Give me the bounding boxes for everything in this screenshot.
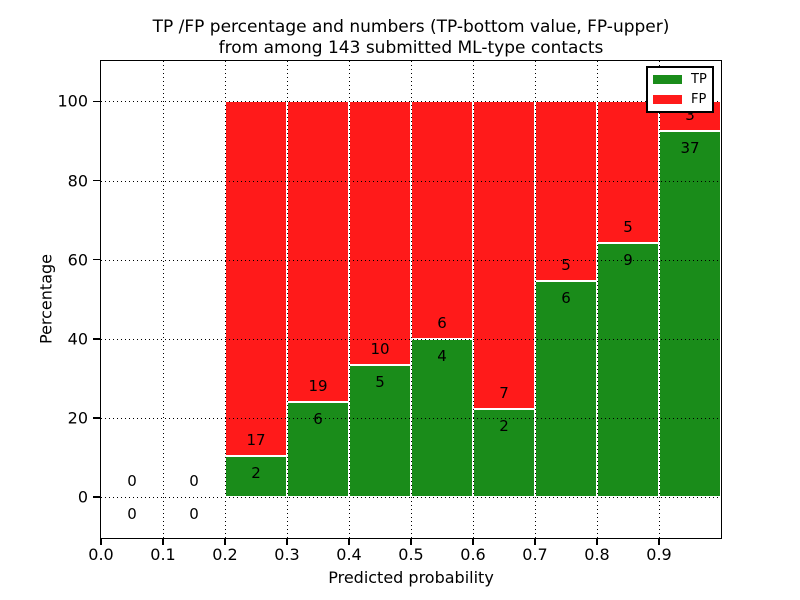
fp-count-label: 3	[685, 106, 695, 125]
y-tick-label: 100	[57, 91, 88, 111]
tp-count-label: 9	[623, 250, 633, 269]
legend-label-tp: TP	[691, 72, 707, 88]
x-tick-mark	[286, 539, 288, 545]
vertical-gridline	[473, 61, 474, 538]
tp-bar-segment	[659, 131, 721, 498]
x-tick-label: 0.3	[274, 545, 300, 564]
fp-bar-segment	[225, 101, 287, 456]
y-tick-label: 60	[67, 250, 88, 270]
y-tick-mark	[93, 338, 100, 340]
fp-count-label: 0	[127, 472, 137, 491]
x-tick-label: 0.9	[646, 545, 672, 564]
legend-label-fp: FP	[691, 91, 707, 107]
y-tick-mark	[93, 496, 100, 498]
vertical-gridline	[225, 61, 226, 538]
fp-bar-segment	[349, 101, 411, 366]
vertical-gridline	[535, 61, 536, 538]
tp-count-label: 4	[437, 346, 447, 365]
x-tick-mark	[348, 539, 350, 545]
y-tick-mark	[93, 179, 100, 182]
y-tick-label: 0	[77, 487, 88, 507]
tp-count-label: 0	[189, 505, 199, 524]
vertical-gridline	[349, 61, 350, 538]
x-tick-mark	[162, 539, 164, 545]
x-tick-label: 0.2	[212, 545, 238, 564]
x-tick-mark	[472, 539, 474, 545]
x-tick-label: 0.6	[460, 545, 486, 564]
fp-bar-segment	[597, 101, 659, 243]
tp-count-label: 0	[127, 505, 137, 524]
fp-count-label: 17	[246, 430, 266, 449]
tp-bar-segment	[597, 242, 659, 498]
fp-legend-swatch	[653, 94, 682, 104]
tp-count-label: 2	[499, 417, 509, 436]
chart-title: TP /FP percentage and numbers (TP-bottom…	[100, 17, 722, 59]
fp-bar-segment	[535, 101, 597, 282]
x-tick-mark	[224, 539, 226, 545]
fp-count-label: 10	[370, 340, 390, 359]
y-tick-mark	[93, 417, 100, 419]
fp-bar-segment	[473, 101, 535, 410]
x-tick-mark	[596, 539, 598, 545]
fp-count-label: 0	[189, 472, 199, 491]
fp-count-label: 5	[623, 217, 633, 236]
chart-title-line1: TP /FP percentage and numbers (TP-bottom…	[152, 17, 670, 37]
tp-count-label: 6	[561, 289, 571, 308]
x-tick-label: 0.7	[522, 545, 548, 564]
fp-bar-segment	[411, 101, 473, 339]
vertical-gridline	[287, 61, 288, 538]
y-tick-label: 40	[67, 329, 88, 349]
x-tick-mark	[534, 539, 536, 545]
y-tick-mark	[93, 258, 100, 261]
x-tick-label: 0.1	[150, 545, 176, 564]
legend: TP FP	[646, 66, 714, 113]
tp-bar-segment	[535, 281, 597, 498]
fp-count-label: 5	[561, 256, 571, 275]
x-tick-label: 0.4	[336, 545, 362, 564]
tp-bar-segment	[225, 455, 287, 498]
legend-item-tp: TP	[653, 73, 712, 86]
plot-area: 0 0 0 0 17 2 19 6 10 5 6 4 7 2 5 6 5 9 3 37	[100, 60, 722, 539]
chart-title-line2: from among 143 submitted ML-type contact…	[218, 38, 604, 58]
tp-count-label: 2	[251, 463, 261, 482]
legend-item-fp: FP	[653, 93, 712, 106]
x-tick-mark	[658, 539, 660, 545]
y-tick-label: 20	[67, 408, 88, 428]
x-tick-label: 0.8	[584, 545, 610, 564]
x-tick-mark	[100, 539, 102, 545]
tp-bar-segment	[411, 338, 473, 498]
y-tick-label: 80	[67, 171, 88, 191]
fp-count-label: 19	[308, 377, 328, 396]
vertical-gridline	[659, 61, 660, 538]
fp-count-label: 7	[499, 384, 509, 403]
vertical-gridline	[411, 61, 412, 538]
x-tick-mark	[410, 539, 412, 545]
vertical-gridline	[163, 61, 164, 538]
x-tick-label: 0.5	[398, 545, 424, 564]
fp-count-label: 6	[437, 314, 447, 333]
vertical-gridline	[597, 61, 598, 538]
x-tick-label: 0.0	[88, 545, 114, 564]
fp-bar-segment	[287, 101, 349, 403]
tp-legend-swatch	[653, 75, 682, 85]
x-axis-label: Predicted probability	[328, 568, 494, 587]
y-tick-mark	[93, 100, 100, 103]
tp-count-label: 37	[680, 139, 700, 158]
tp-count-label: 6	[313, 410, 323, 429]
tp-count-label: 5	[375, 373, 385, 392]
